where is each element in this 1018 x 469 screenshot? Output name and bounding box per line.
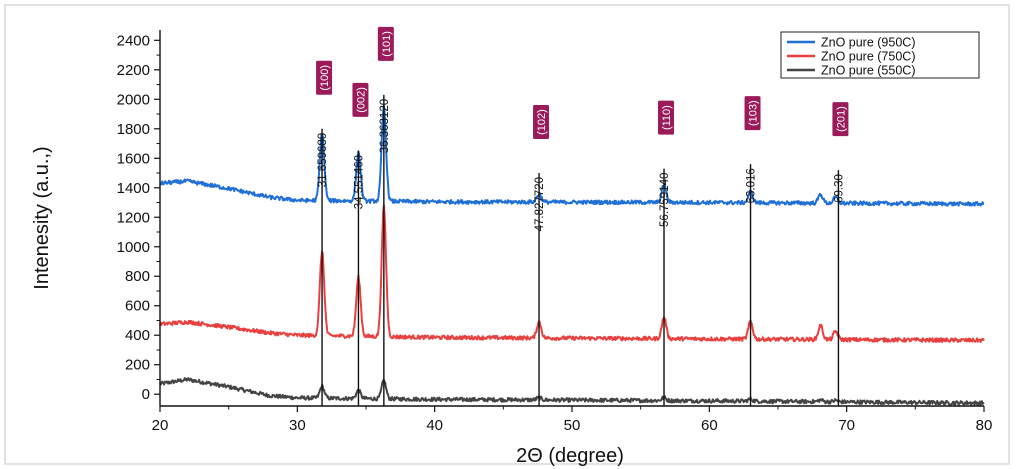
y-axis-title: Intenesity (a.u.,) — [31, 146, 53, 289]
y-tick-label-12: 2400 — [117, 32, 150, 49]
peak-position-label-5: 56.759140 — [659, 173, 671, 227]
legend-label-2: ZnO pure (750C) — [821, 50, 915, 64]
hkl-label-7: (201) — [835, 106, 847, 132]
x-tick-label-4: 60 — [701, 417, 718, 434]
hkl-label-1: (100) — [319, 65, 331, 91]
legend-label-3: ZnO pure (550C) — [821, 64, 915, 78]
hkl-label-3: (101) — [381, 31, 393, 57]
x-axis-title: 2Θ (degree) — [516, 445, 624, 467]
peak-position-label-3: 36.363120 — [379, 99, 391, 153]
y-tick-label-7: 1400 — [117, 180, 150, 197]
hkl-label-6: (103) — [748, 100, 760, 126]
x-tick-label-5: 70 — [838, 417, 855, 434]
hkl-label-4: (102) — [536, 109, 548, 135]
y-tick-label-6: 1200 — [117, 209, 150, 226]
hkl-label-2: (002) — [355, 87, 367, 113]
peak-position-label-4: 47.827720 — [534, 177, 546, 231]
peak-position-label-7: 69.30 — [833, 174, 845, 203]
peak-position-label-2: 34.551460 — [353, 155, 365, 209]
y-tick-label-10: 2000 — [117, 91, 150, 108]
y-tick-label-9: 1800 — [117, 121, 150, 138]
peak-position-label-6: 63.016 — [746, 168, 758, 203]
y-tick-label-8: 1600 — [117, 150, 150, 167]
y-tick-label-2: 400 — [125, 327, 150, 344]
x-tick-label-6: 80 — [976, 417, 993, 434]
y-tick-label-0: 0 — [142, 386, 150, 403]
y-tick-label-5: 1000 — [117, 239, 150, 256]
y-tick-label-11: 2200 — [117, 62, 150, 79]
x-tick-label-2: 40 — [426, 417, 443, 434]
x-tick-label-0: 20 — [152, 417, 169, 434]
y-tick-label-3: 600 — [125, 298, 150, 315]
x-tick-label-3: 50 — [564, 417, 581, 434]
legend-label-1: ZnO pure (950C) — [821, 36, 915, 50]
peak-position-label-1: 31.659680 — [317, 133, 329, 187]
y-tick-label-1: 200 — [125, 357, 150, 374]
y-tick-label-4: 800 — [125, 268, 150, 285]
legend: ZnO pure (950C)ZnO pure (750C)ZnO pure (… — [781, 32, 979, 78]
hkl-label-5: (110) — [661, 105, 673, 130]
x-tick-label-1: 30 — [289, 417, 306, 434]
